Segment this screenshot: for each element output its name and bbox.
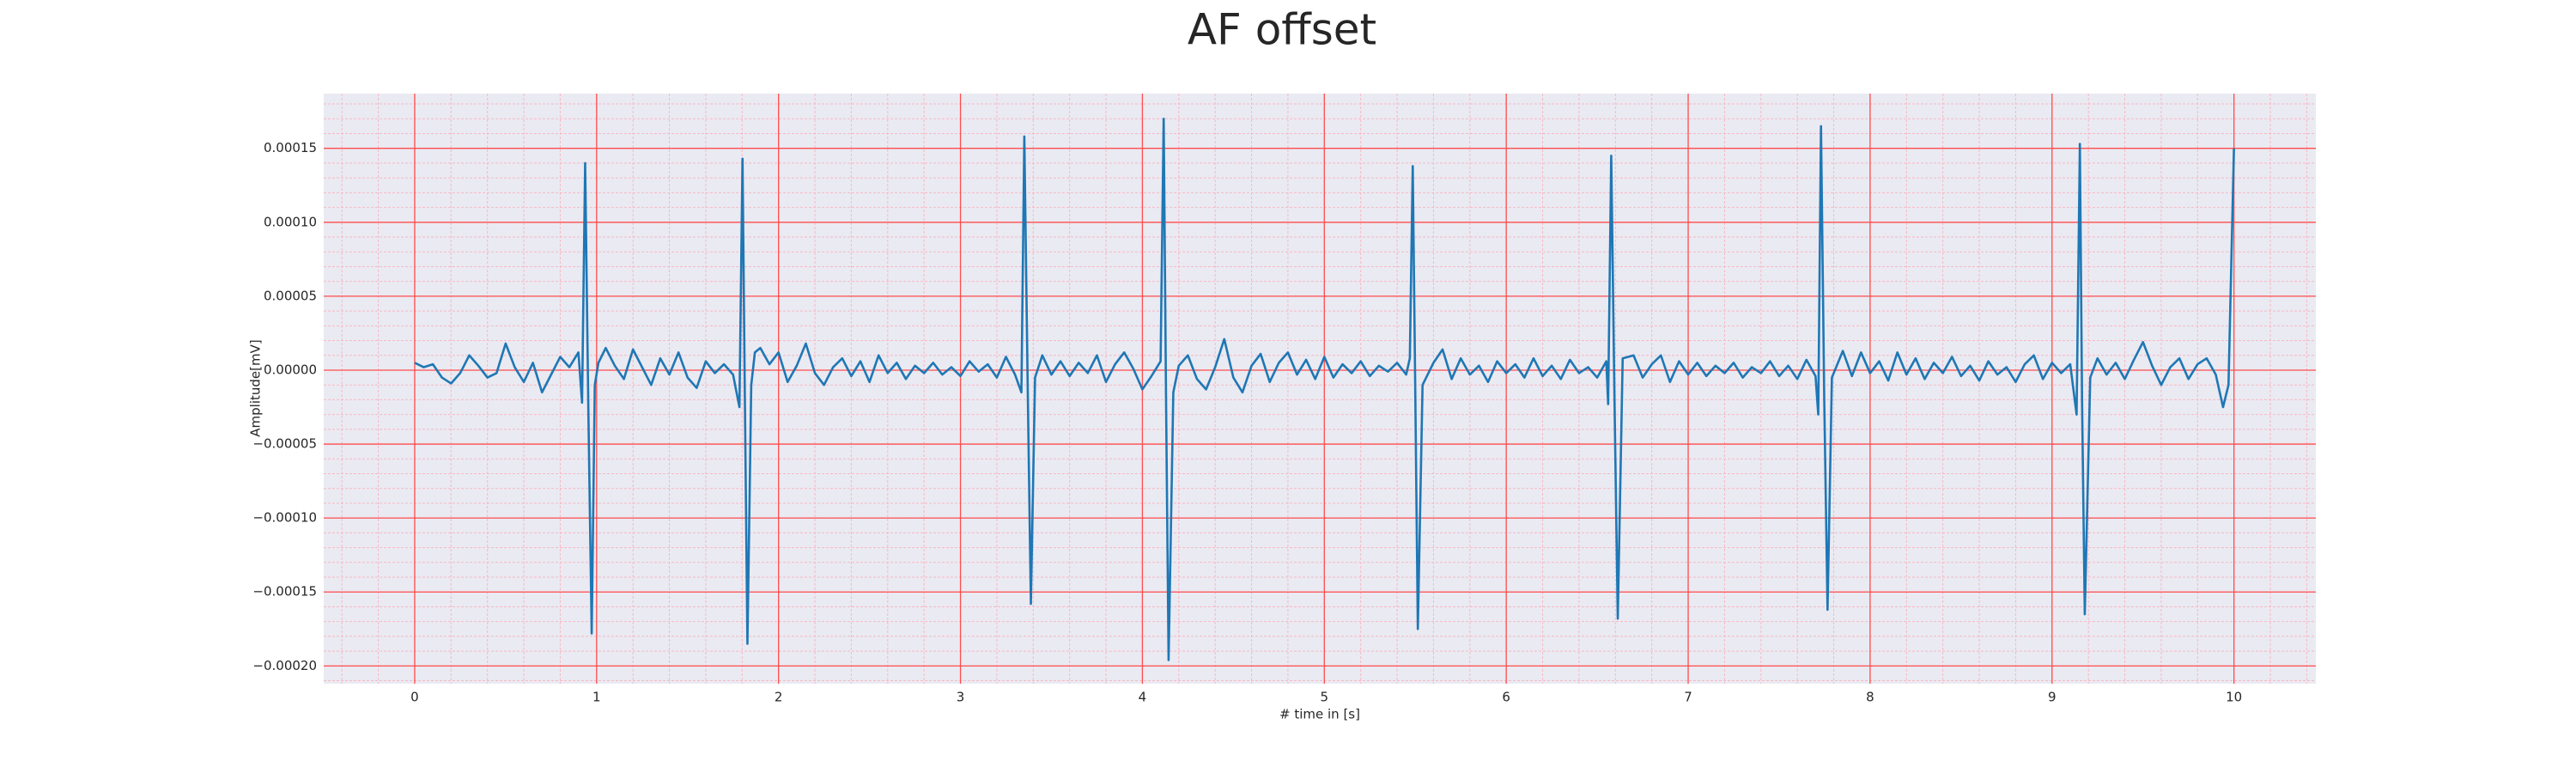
data-line bbox=[414, 117, 2235, 661]
plot-background bbox=[324, 94, 2316, 684]
x-tick-label: 2 bbox=[775, 690, 783, 705]
y-tick-label: 0.00010 bbox=[264, 214, 317, 229]
x-tick-label: 0 bbox=[410, 690, 419, 705]
y-tick-label: −0.00020 bbox=[252, 658, 317, 673]
x-tick-label: 3 bbox=[957, 690, 965, 705]
y-tick-label: 0.00000 bbox=[264, 362, 317, 377]
x-axis-label: # time in [s] bbox=[1279, 707, 1360, 722]
x-tick-label: 1 bbox=[592, 690, 601, 705]
x-tick-label: 8 bbox=[1866, 690, 1874, 705]
y-tick-label: 0.00015 bbox=[264, 140, 317, 155]
y-tick-label: −0.00005 bbox=[252, 436, 317, 452]
y-tick-label: −0.00010 bbox=[252, 510, 317, 526]
y-axis-label: Amplitude[mV] bbox=[248, 339, 264, 436]
x-tick-label: 9 bbox=[2048, 690, 2057, 705]
x-tick-label: 5 bbox=[1321, 690, 1329, 705]
x-tick-label: 7 bbox=[1684, 690, 1692, 705]
y-tick-label: −0.00015 bbox=[252, 584, 317, 600]
y-tick-label: 0.00005 bbox=[264, 288, 317, 303]
x-tick-label: 10 bbox=[2226, 690, 2242, 705]
x-tick-label: 4 bbox=[1139, 690, 1147, 705]
chart-title: AF offset bbox=[1188, 5, 1376, 55]
x-tick-label: 6 bbox=[1502, 690, 1510, 705]
